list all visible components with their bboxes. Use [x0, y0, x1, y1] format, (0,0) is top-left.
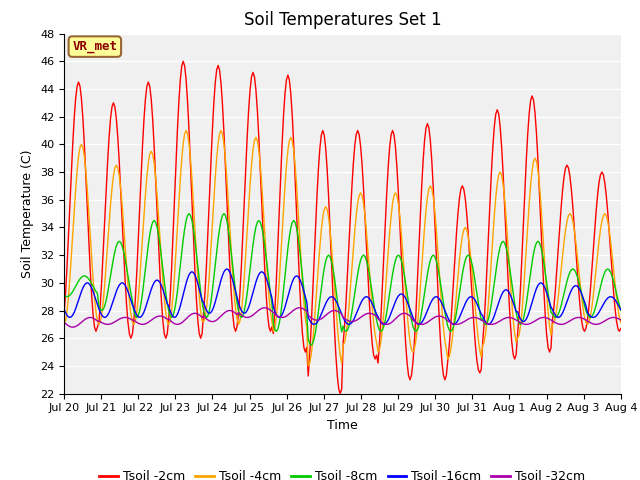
Tsoil -2cm [616, 328, 623, 334]
Tsoil -2cm [79, 116, 87, 121]
Tsoil -8cm [79, 274, 87, 279]
Tsoil -16cm [79, 285, 87, 291]
Tsoil -2cm [460, 186, 468, 192]
Tsoil -8cm [349, 300, 357, 306]
Tsoil -2cm [337, 391, 344, 396]
Line: Tsoil -8cm: Tsoil -8cm [64, 214, 621, 345]
X-axis label: Time: Time [327, 419, 358, 432]
Tsoil -32cm [616, 316, 623, 322]
Tsoil -4cm [79, 144, 87, 150]
Tsoil -4cm [97, 319, 104, 324]
Tsoil -16cm [616, 304, 623, 310]
Tsoil -2cm [543, 332, 550, 338]
Tsoil -16cm [617, 307, 625, 312]
Tsoil -32cm [260, 305, 268, 311]
Line: Tsoil -16cm: Tsoil -16cm [64, 269, 621, 324]
Tsoil -4cm [617, 320, 625, 325]
Tsoil -8cm [185, 211, 193, 216]
Tsoil -2cm [179, 59, 187, 64]
Tsoil -32cm [98, 320, 106, 325]
Tsoil -4cm [182, 128, 190, 133]
Tsoil -32cm [617, 317, 625, 323]
Tsoil -32cm [349, 319, 357, 324]
Tsoil -8cm [616, 302, 623, 308]
Legend: Tsoil -2cm, Tsoil -4cm, Tsoil -8cm, Tsoil -16cm, Tsoil -32cm: Tsoil -2cm, Tsoil -4cm, Tsoil -8cm, Tsoi… [95, 465, 590, 480]
Tsoil -4cm [305, 363, 312, 369]
Title: Soil Temperatures Set 1: Soil Temperatures Set 1 [244, 11, 441, 29]
Tsoil -32cm [69, 324, 77, 330]
Tsoil -32cm [543, 315, 550, 321]
Tsoil -2cm [97, 301, 104, 307]
Tsoil -16cm [97, 310, 104, 315]
Tsoil -32cm [81, 317, 88, 323]
Line: Tsoil -32cm: Tsoil -32cm [64, 308, 621, 327]
Tsoil -8cm [60, 292, 68, 298]
Line: Tsoil -4cm: Tsoil -4cm [64, 131, 621, 366]
Tsoil -2cm [617, 326, 625, 332]
Tsoil -32cm [460, 319, 468, 324]
Tsoil -16cm [349, 317, 357, 323]
Tsoil -32cm [60, 319, 68, 325]
Tsoil -16cm [543, 289, 550, 295]
Y-axis label: Soil Temperature (C): Soil Temperature (C) [22, 149, 35, 278]
Tsoil -8cm [617, 308, 625, 313]
Tsoil -8cm [97, 306, 104, 312]
Text: VR_met: VR_met [72, 40, 117, 53]
Tsoil -16cm [310, 322, 318, 327]
Tsoil -4cm [460, 227, 468, 233]
Line: Tsoil -2cm: Tsoil -2cm [64, 61, 621, 394]
Tsoil -8cm [460, 264, 468, 269]
Tsoil -2cm [349, 161, 357, 167]
Tsoil -4cm [349, 246, 357, 252]
Tsoil -16cm [223, 266, 230, 272]
Tsoil -2cm [60, 312, 68, 317]
Tsoil -16cm [460, 304, 468, 310]
Tsoil -16cm [60, 306, 68, 312]
Tsoil -8cm [307, 342, 315, 348]
Tsoil -4cm [60, 322, 68, 327]
Tsoil -4cm [616, 314, 623, 320]
Tsoil -8cm [543, 280, 550, 286]
Tsoil -4cm [543, 290, 550, 296]
